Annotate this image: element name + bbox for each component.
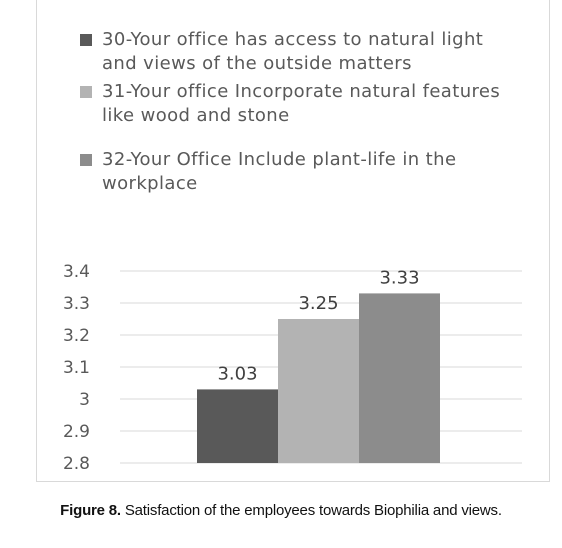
data-labels: 3.03 3.25 3.33: [217, 267, 419, 384]
legend-label-31: 31-Your office Incorporate natural featu…: [102, 81, 501, 126]
data-label-1: 3.03: [217, 363, 257, 384]
legend-swatch-31: [80, 86, 92, 98]
y-tick-label: 3: [79, 390, 90, 410]
data-label-2: 3.25: [298, 293, 338, 314]
legend-item-32: 32-Your Office Include plant-life in the…: [80, 148, 520, 196]
legend-item-31: 31-Your office Incorporate natural featu…: [80, 80, 520, 128]
caption-text: Satisfaction of the employees towards Bi…: [120, 502, 502, 519]
legend-label-30: 30-Your office has access to natural lig…: [102, 29, 484, 74]
legend-label-32: 32-Your Office Include plant-life in the…: [102, 149, 457, 194]
legend-item-30: 30-Your office has access to natural lig…: [80, 28, 520, 76]
legend: 30-Your office has access to natural lig…: [80, 28, 520, 196]
legend-swatch-32: [80, 154, 92, 166]
y-tick-label: 3.2: [63, 326, 90, 346]
bar-2: [278, 319, 359, 463]
bar-3: [359, 293, 440, 463]
bars: [197, 293, 440, 463]
y-tick-label: 3.1: [63, 358, 90, 378]
y-tick-label: 3.3: [63, 294, 90, 314]
figure-caption: Figure 8. Satisfaction of the employees …: [0, 502, 562, 519]
y-axis: 2.8 2.9 3 3.1 3.2 3.3 3.4: [63, 262, 90, 474]
y-tick-label: 2.8: [63, 454, 90, 474]
legend-swatch-30: [80, 34, 92, 46]
caption-label: Figure 8.: [60, 502, 121, 519]
y-tick-label: 2.9: [63, 422, 90, 442]
y-tick-label: 3.4: [63, 262, 90, 282]
data-label-3: 3.33: [379, 267, 419, 288]
bar-1: [197, 389, 278, 463]
